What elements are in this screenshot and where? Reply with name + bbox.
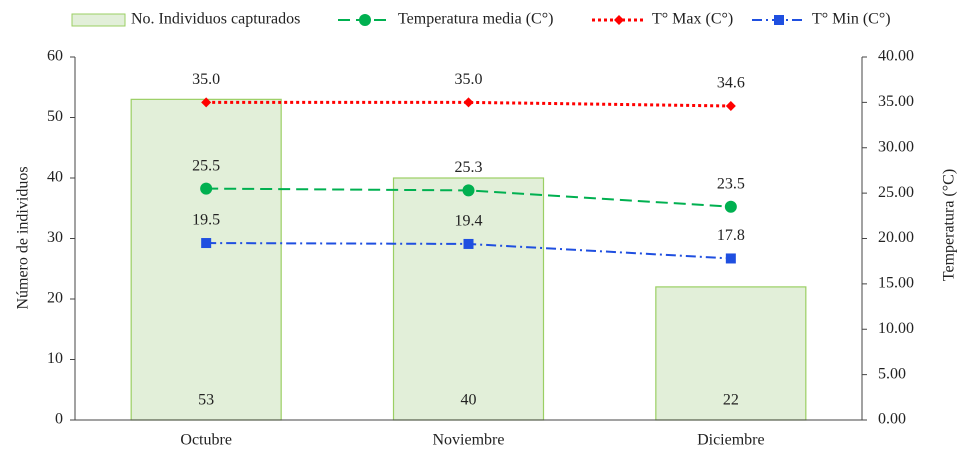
y2-tick-label: 30.00 (878, 138, 914, 155)
y2-tick-label: 0.00 (878, 411, 906, 428)
point-label: 19.5 (192, 212, 220, 229)
point-label: 35.0 (455, 71, 483, 88)
legend-label: T° Max (C°) (652, 11, 733, 28)
y2-tick-label: 25.00 (878, 184, 914, 201)
point-label: 17.8 (717, 227, 745, 244)
point (725, 101, 736, 112)
y-tick-label: 20 (47, 290, 63, 307)
point (462, 184, 475, 197)
point (463, 97, 474, 108)
y2-tick-label: 10.00 (878, 320, 914, 337)
bar (130, 98, 282, 421)
point-label: 35.0 (192, 71, 220, 88)
y-axis-title: Número de individuos (15, 166, 32, 309)
legend-label: No. Individuos capturados (131, 11, 300, 28)
y-tick-label: 30 (47, 229, 63, 246)
y2-tick-label: 40.00 (878, 48, 914, 65)
y2-axis-title: Temperatura (°C) (941, 169, 958, 281)
point-label: 23.5 (717, 175, 745, 192)
legend-marker (359, 14, 371, 26)
point-label: 34.6 (717, 75, 745, 92)
y-tick-label: 40 (47, 169, 63, 186)
y2-tick-label: 15.00 (878, 275, 914, 292)
y2-tick-label: 5.00 (878, 365, 906, 382)
point-label: 25.3 (455, 159, 483, 176)
point (724, 200, 737, 213)
y2-tick-label: 20.00 (878, 229, 914, 246)
legend-swatch (71, 13, 126, 27)
point (201, 238, 212, 249)
point-label: 19.4 (455, 213, 483, 230)
x-tick-label: Diciembre (697, 432, 765, 449)
y-tick-label: 60 (47, 48, 63, 65)
legend-marker (774, 15, 784, 25)
point (200, 182, 213, 195)
point (201, 97, 212, 108)
legend-label: T° Min (C°) (812, 11, 891, 28)
y-tick-label: 0 (55, 411, 63, 428)
bar (655, 286, 807, 421)
y-tick-label: 50 (47, 108, 63, 125)
x-tick-label: Noviembre (433, 432, 505, 449)
legend-marker (614, 15, 624, 25)
bar-value-label: 40 (461, 392, 477, 409)
bar (392, 177, 545, 421)
point (463, 238, 474, 249)
bar-value-label: 53 (198, 392, 214, 409)
y-tick-label: 10 (47, 350, 63, 367)
bar-value-label: 22 (723, 392, 739, 409)
x-tick-label: Octubre (180, 432, 232, 449)
legend-label: Temperatura media (C°) (398, 11, 553, 28)
y2-tick-label: 35.00 (878, 93, 914, 110)
point (725, 253, 736, 264)
point-label: 25.5 (192, 157, 220, 174)
